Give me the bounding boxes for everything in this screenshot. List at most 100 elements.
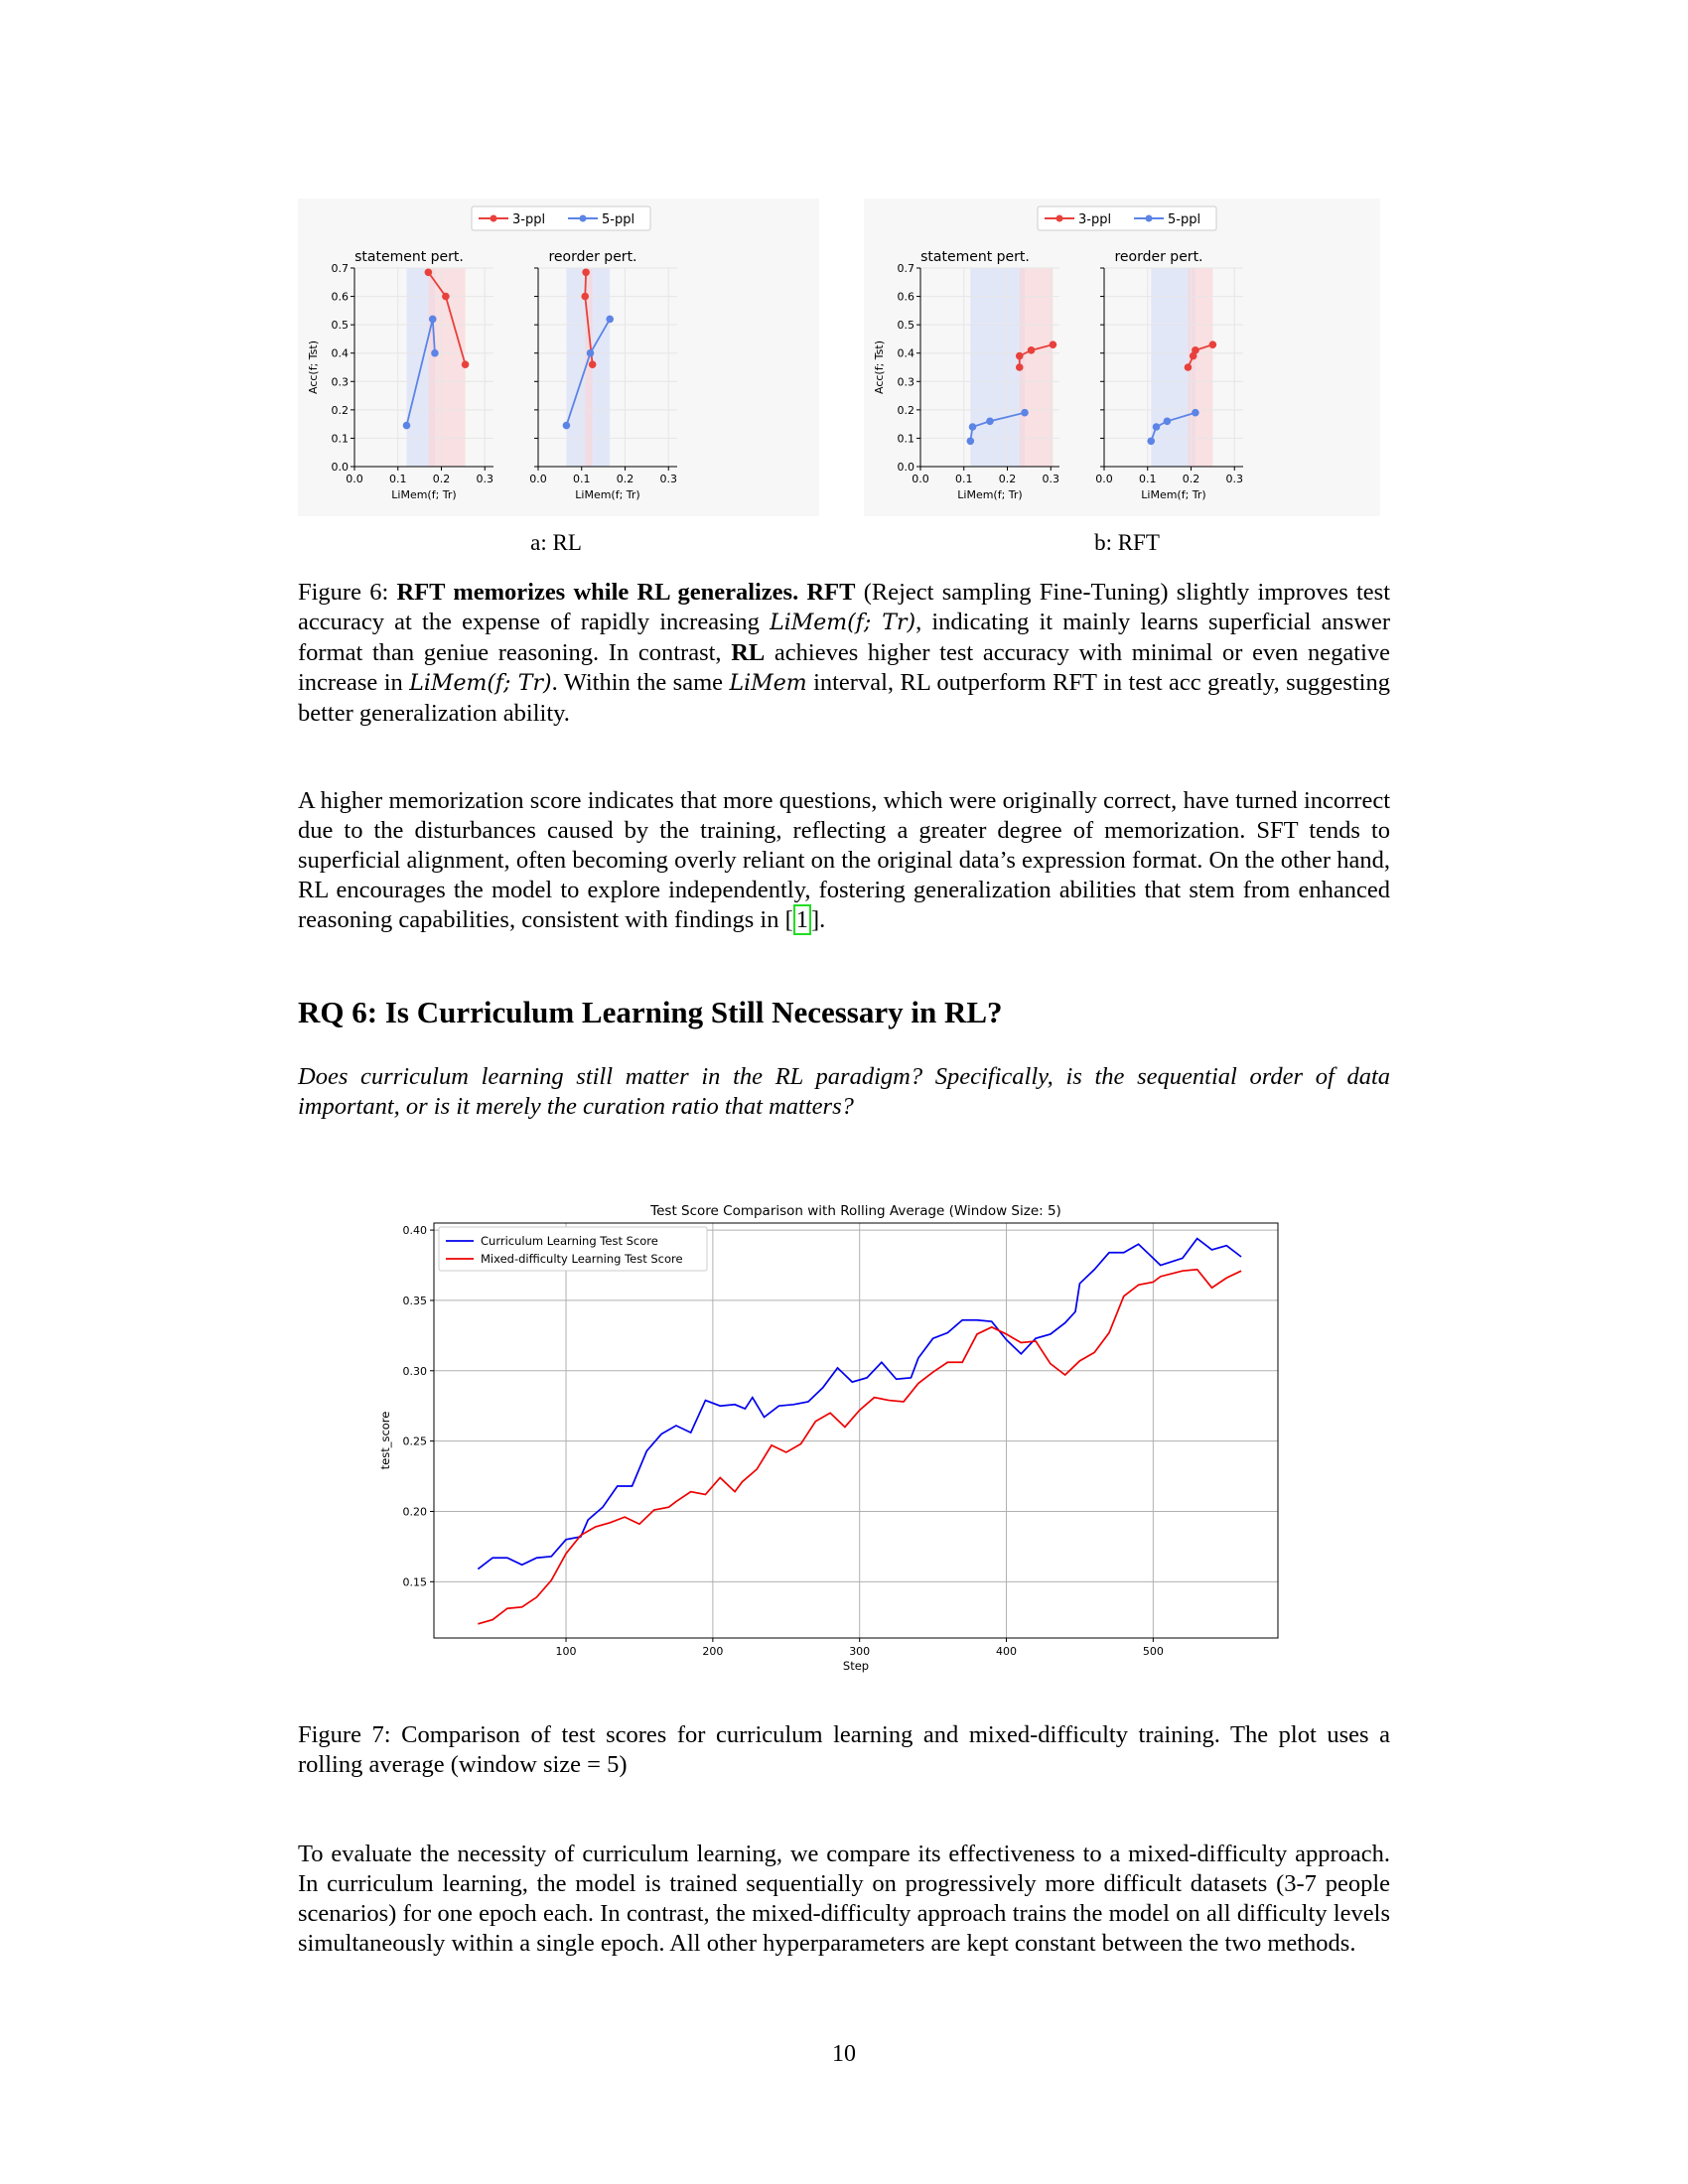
data-point-3-ppl — [1049, 341, 1057, 348]
x-tick-label: 0.0 — [912, 473, 929, 485]
research-question: Does curriculum learning still matter in… — [298, 1063, 1390, 1120]
data-point-3-ppl — [581, 292, 590, 301]
paragraph-end: ]. — [811, 906, 826, 933]
x-axis-label: LiMem(f; Tr) — [575, 488, 639, 501]
y-tick-label: 0.30 — [403, 1365, 428, 1378]
y-tick-label: 0.25 — [403, 1435, 428, 1448]
data-point-5-ppl — [986, 417, 994, 426]
y-tick-label: 0.4 — [898, 347, 915, 360]
caption-text-1: (Reject sampling Fine-Tuning) slightly i… — [298, 579, 1390, 635]
y-tick-label: 0.7 — [898, 262, 915, 275]
y-tick-label: 0.0 — [332, 461, 350, 474]
fig6-sublabel-b: b: RFT — [1094, 530, 1160, 555]
figure7-caption: Figure 7: Comparison of test scores for … — [298, 1721, 1390, 1778]
shaded-band — [585, 268, 593, 467]
data-point-3-ppl — [582, 268, 590, 277]
x-axis-label: LiMem(f; Tr) — [391, 488, 456, 501]
caption-bold: RFT memorizes while RL generalizes. — [396, 579, 799, 606]
data-point-5-ppl — [1147, 437, 1156, 446]
y-tick-label: 0.2 — [898, 404, 915, 417]
y-tick-label: 0.5 — [332, 319, 350, 332]
y-tick-label: 0.1 — [332, 432, 350, 445]
x-tick-label: 0.2 — [1183, 473, 1200, 485]
y-axis-label: Acc(f; Tst) — [307, 341, 320, 394]
x-tick-label: 0.3 — [660, 473, 678, 485]
y-tick-label: 0.15 — [403, 1575, 428, 1588]
y-axis-label: test_score — [378, 1412, 392, 1470]
subplot-title: statement pert. — [920, 249, 1030, 265]
x-tick-label: 200 — [702, 1645, 723, 1658]
citation-link[interactable]: 1 — [792, 904, 812, 935]
caption-text-4: . Within the same — [551, 669, 724, 696]
legend-label: Curriculum Learning Test Score — [481, 1234, 658, 1248]
chart-legend: Curriculum Learning Test Score Mixed-diff… — [438, 1226, 708, 1272]
data-point-5-ppl — [562, 421, 571, 430]
y-axis-label: Acc(f; Tst) — [873, 341, 886, 394]
shaded-band — [1188, 268, 1213, 467]
data-point-3-ppl — [1189, 351, 1197, 360]
data-point-5-ppl — [586, 348, 595, 357]
data-point-3-ppl — [442, 292, 450, 301]
legend-label: Mixed-difficulty Learning Test Score — [481, 1252, 683, 1266]
data-point-5-ppl — [606, 315, 614, 324]
x-tick-label: 0.3 — [1043, 473, 1060, 485]
data-point-5-ppl — [428, 315, 437, 324]
y-tick-label: 0.20 — [403, 1505, 428, 1518]
x-tick-label: 0.1 — [955, 473, 973, 485]
legend-box — [438, 1226, 708, 1272]
fig6a-background — [298, 199, 819, 516]
data-point-3-ppl — [1015, 351, 1024, 360]
data-point-3-ppl — [1192, 346, 1199, 354]
caption-math-2: LiMem(f; Tr) — [409, 671, 552, 696]
figure6-svg: 0.0 0.1 0.2 0.3 0.0 0.1 0.2 0.3 0.4 0.5 0.6 0.7 stat… — [298, 199, 1380, 516]
chart-title: Test Score Comparison with Rolling Avera… — [649, 1203, 1061, 1219]
legend-label-3ppl: 3-ppl — [1078, 212, 1111, 227]
section-heading: RQ 6: Is Curriculum Learning Still Neces… — [298, 995, 1003, 1029]
x-tick-label: 100 — [556, 1645, 577, 1658]
x-tick-label: 500 — [1143, 1645, 1164, 1658]
legend-label-3ppl: 3-ppl — [512, 212, 545, 227]
y-tick-label: 0.1 — [898, 432, 915, 445]
fig6-sublabel-a: a: RL — [530, 530, 582, 555]
y-tick-label: 0.4 — [332, 347, 350, 360]
data-point-5-ppl — [1163, 417, 1172, 426]
x-tick-label: 0.2 — [999, 473, 1017, 485]
x-tick-label: 0.1 — [573, 473, 591, 485]
y-tick-label: 0.6 — [898, 291, 915, 304]
data-point-5-ppl — [966, 437, 975, 446]
data-point-3-ppl — [1184, 363, 1193, 371]
data-point-3-ppl — [1015, 363, 1024, 371]
caption-bold-rl: RL — [731, 639, 766, 666]
data-point-5-ppl — [968, 423, 977, 431]
x-tick-label: 300 — [849, 1645, 870, 1658]
legend-label-5ppl: 5-ppl — [1168, 212, 1200, 227]
series-line — [478, 1268, 1242, 1625]
data-point-3-ppl — [424, 268, 433, 277]
fig6b-background — [864, 199, 1380, 516]
data-point-5-ppl — [431, 348, 439, 357]
fig6-panels: 0.0 0.1 0.2 0.3 0.0 0.1 0.2 0.3 0.4 0.5 0.6 0.7 stat… — [307, 249, 1243, 501]
y-tick-label: 0.3 — [898, 375, 915, 388]
x-tick-label: 0.1 — [389, 473, 407, 485]
x-axis-label: LiMem(f; Tr) — [1141, 488, 1205, 501]
fig6-panel: 0.0 0.1 0.2 0.3 0.0 0.1 0.2 0.3 0.4 0.5 0.6 0.7 stat… — [307, 249, 493, 501]
series-line-3-ppl — [1018, 343, 1054, 367]
data-point-5-ppl — [402, 421, 411, 430]
x-tick-label: 0.2 — [617, 473, 634, 485]
caption-text-2: , indicating it mainly learns superficia… — [298, 609, 1390, 666]
paragraph-text: A higher memorization score indicates th… — [298, 787, 1390, 933]
y-tick-label: 0.3 — [332, 375, 350, 388]
figure6-caption: Figure 6: RFT memorizes while RL general… — [298, 578, 1390, 729]
series-line-5-ppl — [1150, 411, 1196, 442]
caption-prefix: Figure 6: — [298, 579, 389, 606]
data-point-5-ppl — [1021, 408, 1029, 417]
series-line-5-ppl — [969, 411, 1026, 442]
y-tick-label: 0.5 — [898, 319, 915, 332]
x-tick-label: 0.3 — [1226, 473, 1244, 485]
series-line — [477, 1237, 1242, 1570]
shaded-band — [970, 268, 1025, 467]
fig6-panel: 0.0 0.1 0.2 0.3 reorder pert. LiMem(f; Tr) — [1095, 249, 1243, 501]
x-tick-label: 0.2 — [433, 473, 451, 485]
data-point-5-ppl — [1152, 423, 1161, 431]
x-tick-label: 400 — [996, 1645, 1017, 1658]
